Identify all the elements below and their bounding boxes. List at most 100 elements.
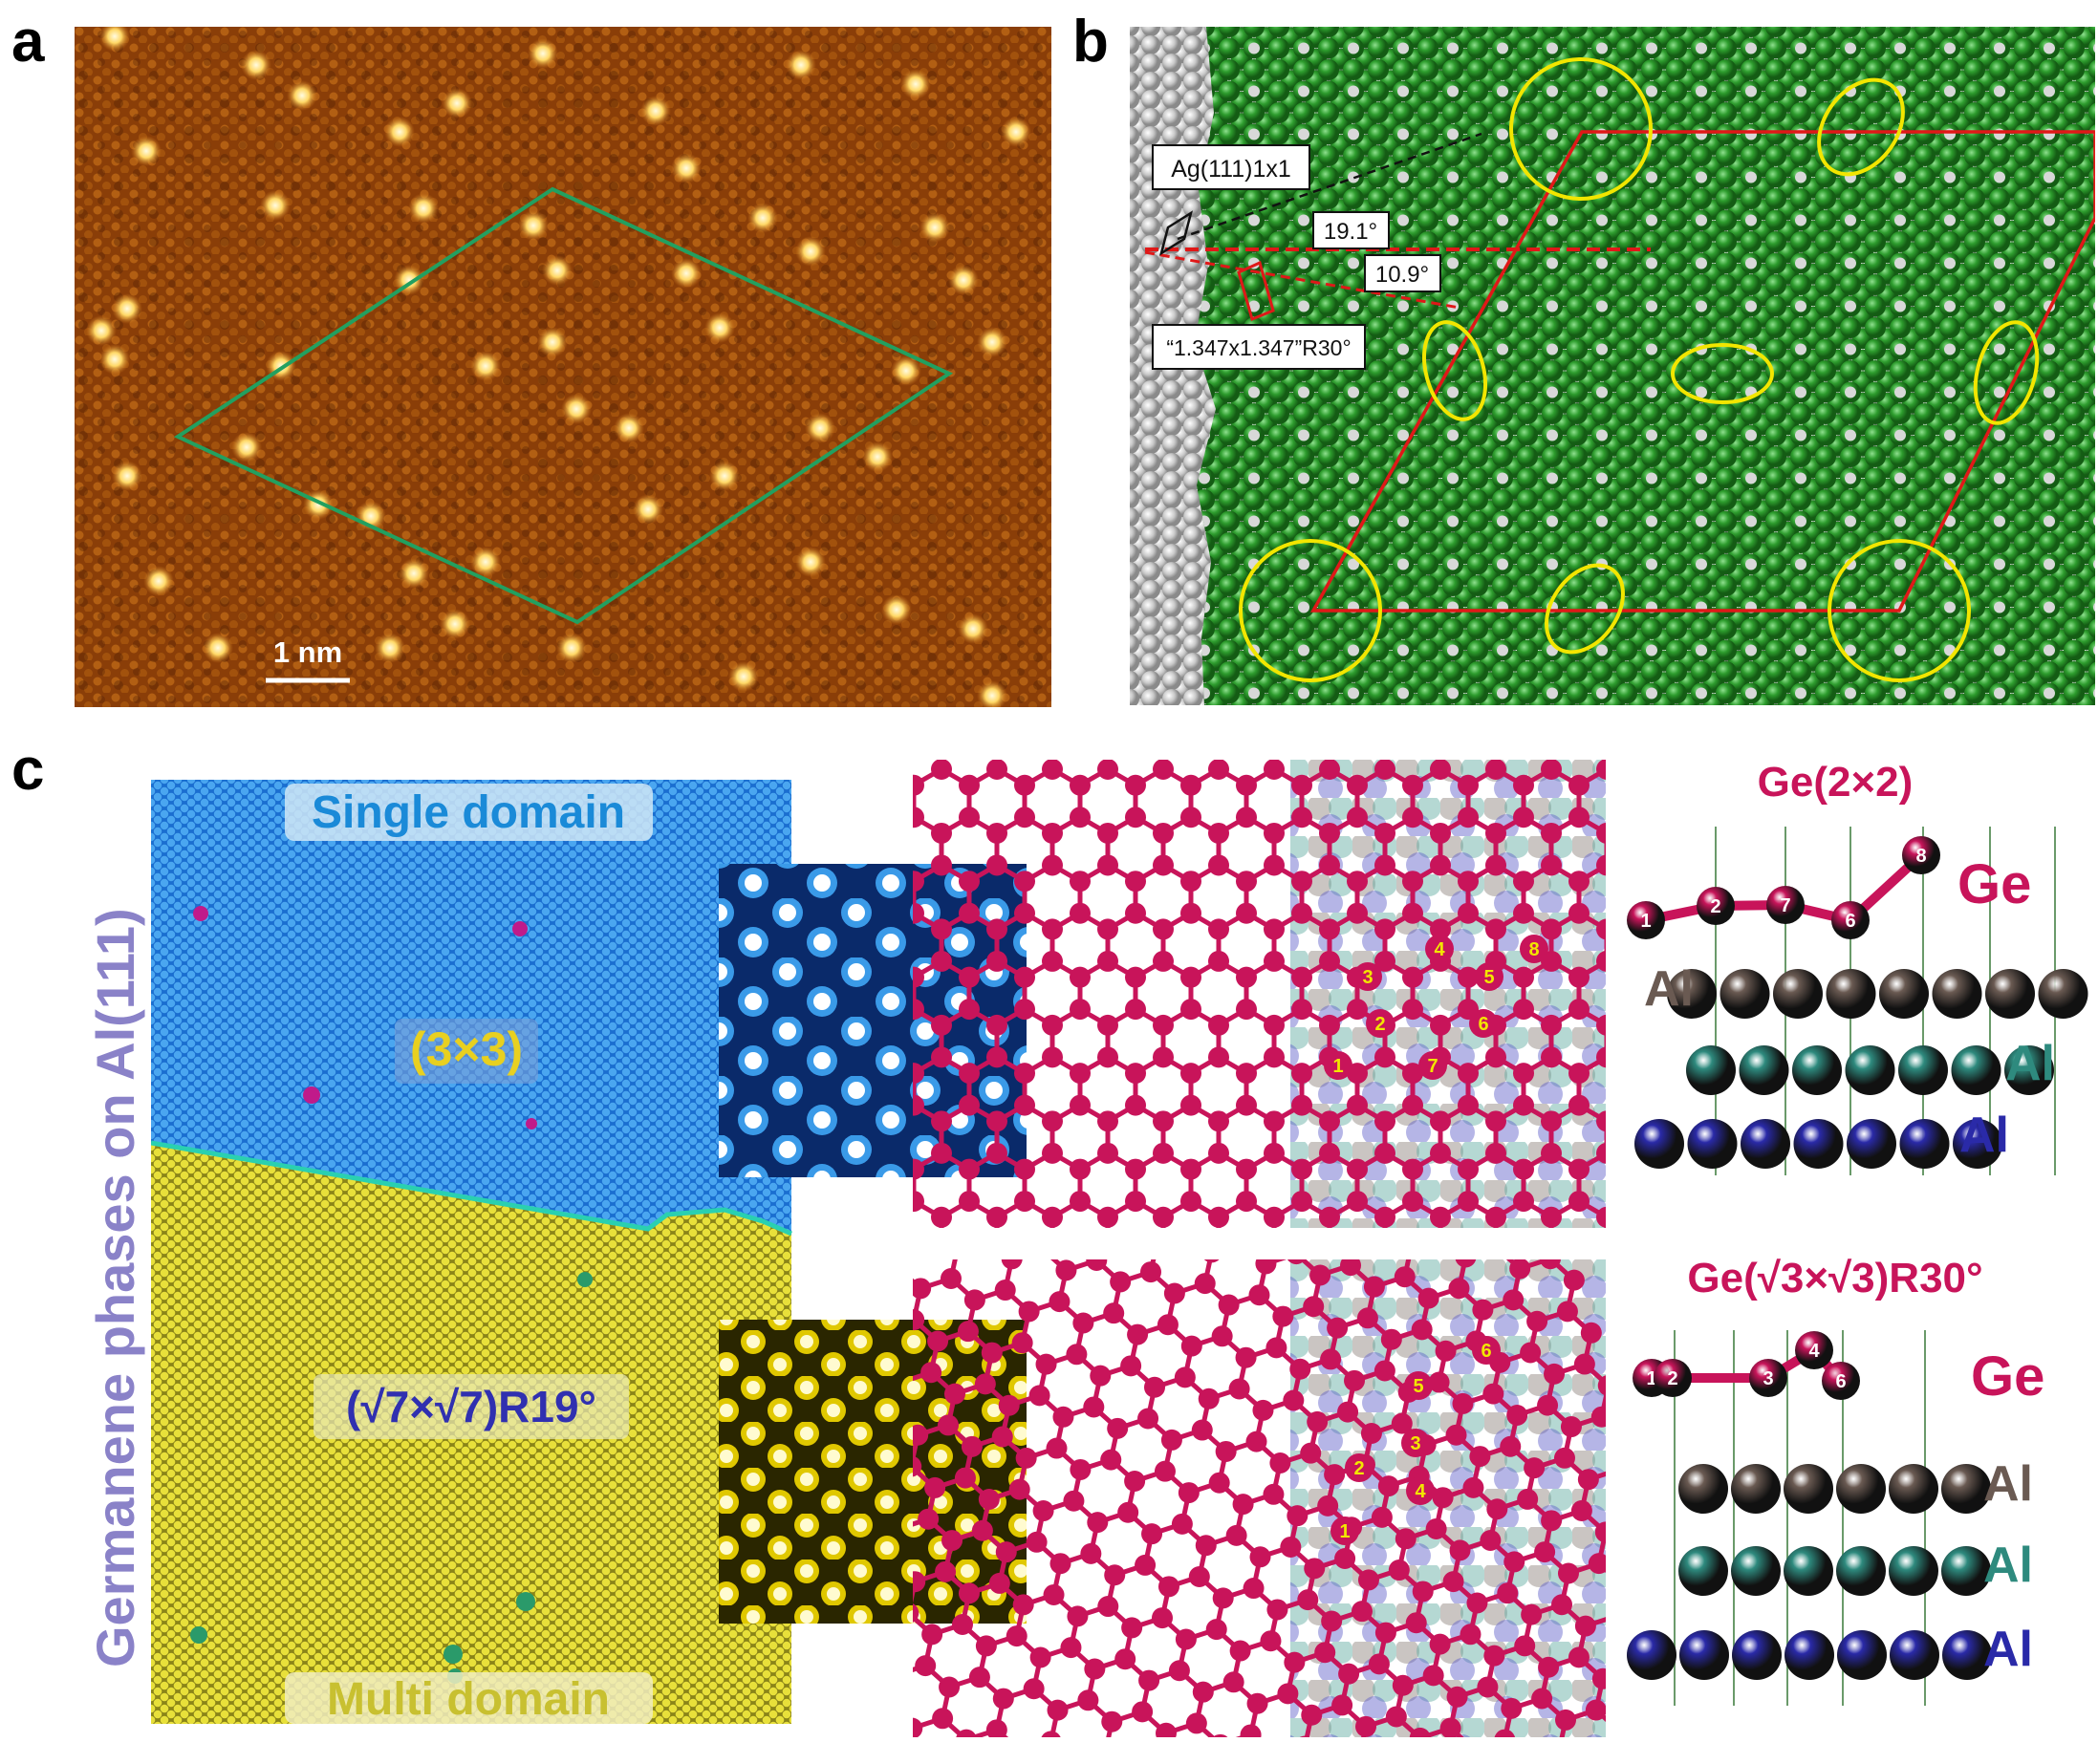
ge-atom <box>1394 1266 1416 1288</box>
adatom-spot <box>862 441 893 472</box>
ge-atom <box>931 950 952 972</box>
numbered-atom <box>1404 1371 1433 1400</box>
ge-atom <box>1541 1046 1562 1068</box>
ge-atom <box>1264 822 1285 844</box>
ge-atom <box>1135 1554 1157 1576</box>
ge-atom <box>938 1414 960 1436</box>
ge-atom <box>1215 1440 1237 1462</box>
al-atom-top-layer <box>1879 969 1929 1019</box>
adatom-spot <box>408 193 439 224</box>
ge-sqrt3-side-view: Ge(√3×√3)R30° 1 2 3 46 Ge Al Al Al <box>1627 1255 2044 1706</box>
domain-boundary <box>151 1140 792 1237</box>
al-atom-bottom-layer <box>1687 1119 1738 1169</box>
ge-atom <box>1104 1564 1126 1586</box>
ge-atom <box>1573 1353 1595 1375</box>
ge-atom <box>1544 1363 1566 1385</box>
ge-atom <box>1570 1499 1592 1521</box>
atom-number-label: 6 <box>1481 1341 1491 1362</box>
ge-atom <box>1521 1603 1543 1625</box>
ge-atom <box>1180 966 1201 988</box>
ge-atom <box>959 807 980 828</box>
ge-atom <box>1503 1289 1525 1311</box>
ge-atom <box>927 1330 949 1352</box>
ge-atom <box>986 1142 1007 1164</box>
ge-atom <box>1014 807 1035 828</box>
ge-atom <box>995 1541 1017 1563</box>
ge-atom <box>1458 807 1479 828</box>
al-atom-top-layer <box>1719 969 1770 1019</box>
ge-atom <box>1153 918 1174 940</box>
layer-label-ge: Ge <box>1971 1345 2044 1408</box>
ge-atom <box>913 902 924 924</box>
ge-atom <box>1360 1422 1382 1444</box>
phase-label-sqrt7: (√7×√7)R19° <box>346 1382 596 1431</box>
ge-atom <box>1284 1651 1306 1673</box>
adatom-spot <box>537 327 568 357</box>
ge-atom <box>1458 871 1479 893</box>
side-atom-number: 6 <box>1835 1371 1846 1392</box>
layer-label-al-2: Al <box>1983 1538 2033 1593</box>
atom-number-label: 4 <box>1415 1481 1426 1502</box>
ge-atom <box>1125 902 1146 924</box>
label-angle-1: 19.1° <box>1312 211 1390 249</box>
ge-atom <box>1513 774 1534 796</box>
ge-atom <box>1321 1610 1343 1632</box>
ge-atom <box>1574 1615 1596 1637</box>
ge-atom <box>1577 1469 1599 1491</box>
ge-atom <box>1070 1158 1091 1180</box>
ge-atom <box>1086 1259 1108 1272</box>
al-atom-bottom-layer <box>1837 1630 1887 1680</box>
ge-atom <box>1513 902 1534 924</box>
adatom-spot <box>112 293 142 324</box>
ge-atom <box>1485 1110 1506 1132</box>
ge-atom <box>1596 1046 1606 1068</box>
ge-atom <box>1229 1640 1251 1662</box>
ge-atom <box>1472 1299 1494 1321</box>
ge-atom <box>1208 822 1229 844</box>
ge-atom <box>1014 1191 1035 1213</box>
ge-atom <box>1594 1521 1606 1543</box>
ge-atom <box>1291 1094 1312 1116</box>
ge-atom <box>1127 1323 1149 1345</box>
ge-atom <box>1014 999 1035 1021</box>
model-title-sqrt3: Ge(√3×√3)R30° <box>1687 1255 1982 1301</box>
ge-atom <box>1070 902 1091 924</box>
adatom-spot <box>795 236 826 267</box>
ge-atom <box>1430 1014 1451 1036</box>
layer-label-al-3: Al <box>1983 1622 2033 1677</box>
ge-atom <box>1402 1191 1423 1213</box>
ge-atom <box>1097 1596 1119 1618</box>
ge-atom <box>1537 1394 1559 1416</box>
adatom-spot <box>640 96 671 126</box>
ge-atom <box>1485 1142 1506 1164</box>
ge-atom <box>1538 1656 1560 1678</box>
adatom-spot <box>977 327 1007 357</box>
ge-atom <box>1178 1482 1200 1504</box>
ge-atom <box>1458 1094 1479 1116</box>
yellow-ring-marker <box>1545 563 1625 655</box>
ge-unit-cell <box>1237 260 1275 322</box>
ge-atom <box>1125 999 1146 1021</box>
substrate-direction-line <box>1177 132 1482 241</box>
ge-atom <box>1553 1447 1575 1469</box>
ge-atom <box>913 1278 932 1300</box>
ge-atom <box>1240 1724 1262 1737</box>
side-atom-number: 1 <box>1640 911 1651 932</box>
ge-atom <box>1541 918 1562 940</box>
ge-atom <box>1374 854 1395 876</box>
ge-atom <box>1541 1142 1562 1164</box>
ge-atom <box>1264 854 1285 876</box>
phase-label-3x3: (3×3) <box>410 1022 523 1076</box>
ge-atom <box>1291 1063 1312 1085</box>
atom-number-label: 1 <box>1332 1056 1343 1077</box>
svg-text:10.9°: 10.9° <box>1375 262 1429 288</box>
ge-atom <box>1541 1206 1562 1228</box>
ge-side-atom <box>1697 887 1735 925</box>
ge-atom <box>1590 1406 1606 1428</box>
ge-atom <box>1596 950 1606 972</box>
ge-atom <box>1125 871 1146 893</box>
ge-atom <box>1245 1431 1267 1452</box>
ge-atom <box>1560 1416 1582 1438</box>
ge-atom <box>1100 1449 1122 1471</box>
ge-atom <box>1042 854 1063 876</box>
